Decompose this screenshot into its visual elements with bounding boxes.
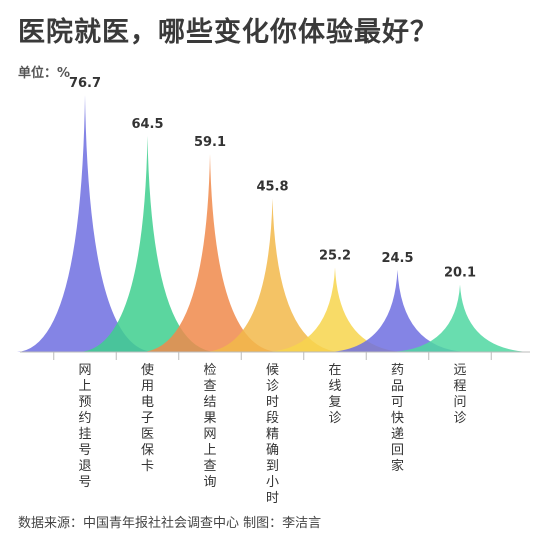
category-label-5: 在线复诊 [328, 363, 341, 426]
spike-1 [17, 95, 153, 352]
value-label-1: 76.7 [69, 76, 101, 91]
spike-7 [392, 284, 528, 352]
spike-3 [142, 153, 278, 352]
value-label-4: 45.8 [256, 180, 288, 195]
spike-6 [329, 269, 466, 352]
value-label-7: 20.1 [444, 266, 476, 281]
category-label-3: 检查结果网上查询 [203, 363, 216, 490]
spike-2 [79, 135, 216, 352]
spikes-group [17, 95, 528, 352]
value-label-5: 25.2 [319, 249, 351, 264]
chart-title: 医院就医，哪些变化你体验最好？ [18, 17, 438, 48]
category-label-1: 网上预约挂号退号 [78, 363, 91, 490]
spike-5 [267, 267, 403, 352]
category-label-4: 候诊时段精确到小时 [266, 363, 279, 506]
value-label-3: 59.1 [194, 135, 226, 150]
category-label-6: 药品可快递回家 [391, 363, 404, 474]
category-label-7: 远程问诊 [453, 363, 466, 426]
source-note: 数据来源：中国青年报社社会调查中心 制图：李洁言 [18, 516, 322, 531]
unit-label: 单位：% [18, 66, 71, 81]
spike-4 [204, 198, 341, 352]
category-label-2: 使用电子医保卡 [141, 362, 154, 474]
value-label-6: 24.5 [381, 251, 413, 266]
value-label-2: 64.5 [131, 117, 163, 132]
